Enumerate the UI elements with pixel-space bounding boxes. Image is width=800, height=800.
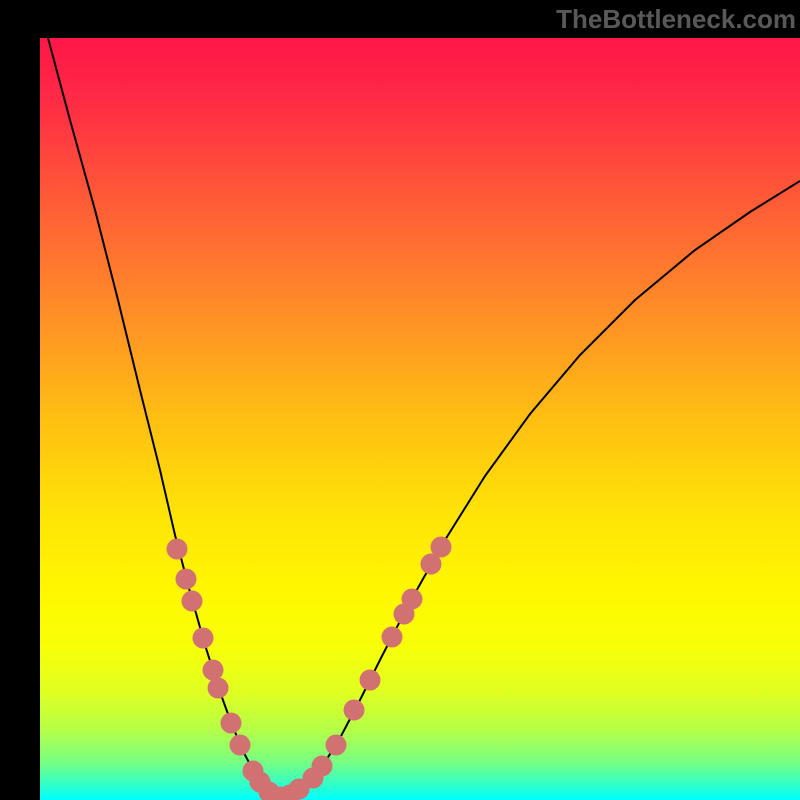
data-marker — [167, 539, 188, 560]
background-gradient — [40, 38, 800, 800]
data-marker — [203, 660, 224, 681]
data-marker — [312, 756, 333, 777]
chart-svg — [40, 38, 800, 800]
data-marker — [193, 628, 214, 649]
data-marker — [326, 735, 347, 756]
plot-area — [40, 38, 800, 800]
data-marker — [382, 627, 403, 648]
data-marker — [221, 713, 242, 734]
data-marker — [208, 678, 229, 699]
data-marker — [176, 569, 197, 590]
chart-stage: TheBottleneck.com — [0, 0, 800, 800]
watermark-text: TheBottleneck.com — [556, 4, 796, 35]
data-marker — [431, 537, 452, 558]
data-marker — [402, 589, 423, 610]
data-marker — [344, 700, 365, 721]
data-marker — [360, 670, 381, 691]
data-marker — [230, 735, 251, 756]
data-marker — [182, 591, 203, 612]
